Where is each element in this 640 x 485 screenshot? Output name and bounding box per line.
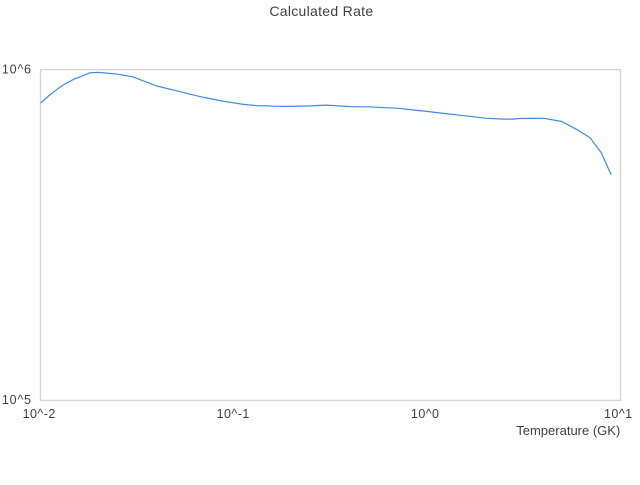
svg-text:10^5: 10^5 [2,393,32,407]
svg-text:10^-1: 10^-1 [217,407,250,421]
svg-text:10^0: 10^0 [411,407,440,421]
svg-text:10^6: 10^6 [2,62,32,76]
svg-text:10^-2: 10^-2 [23,407,56,421]
svg-text:10^1: 10^1 [604,407,633,421]
svg-text:Calculated Rate: Calculated Rate [269,3,373,19]
svg-text:Temperature (GK): Temperature (GK) [516,423,620,438]
